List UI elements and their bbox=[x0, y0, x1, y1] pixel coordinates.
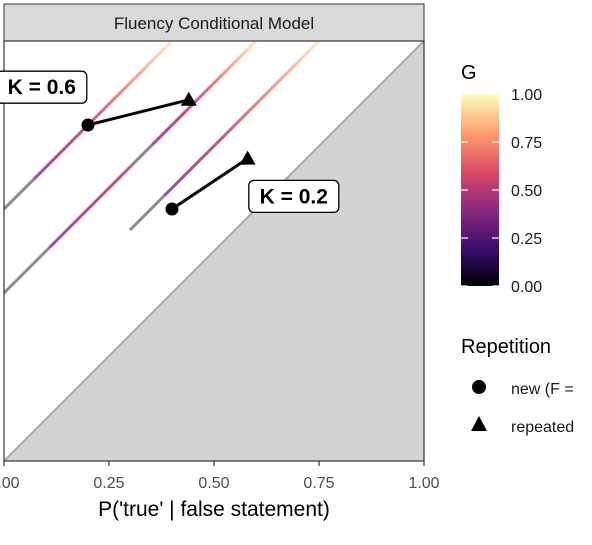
k-label-text: K = 0.6 bbox=[8, 76, 76, 99]
point-new bbox=[81, 118, 95, 132]
x-axis: 0.00 0.25 0.50 0.75 1.00 bbox=[0, 461, 440, 492]
diagonal-line bbox=[4, 41, 424, 461]
colorbar-legend: G 1.00 0.75 0.50 0.25 0.00 bbox=[461, 62, 542, 296]
point-new bbox=[165, 202, 179, 216]
legend-triangle-icon bbox=[471, 416, 487, 431]
x-tick-label: 0.50 bbox=[198, 475, 229, 492]
x-tick-label: 1.00 bbox=[408, 475, 439, 492]
point-repeated bbox=[239, 150, 256, 165]
repetition-legend: Repetition new (F = repeated bbox=[461, 336, 574, 436]
repetition-legend-title: Repetition bbox=[461, 336, 551, 358]
legend-item-repeated: repeated bbox=[511, 419, 574, 436]
gradient-line-base bbox=[128, 143, 154, 169]
gradient-line bbox=[151, 41, 258, 146]
colorbar-tick-label: 0.75 bbox=[511, 135, 542, 152]
x-axis-title: P('true' | false statement) bbox=[98, 498, 330, 521]
colorbar-tick-label: 1.00 bbox=[511, 87, 542, 104]
gradient-line bbox=[33, 41, 174, 180]
colorbar-tick-label: 0.25 bbox=[511, 231, 542, 248]
legend-item-new: new (F = bbox=[511, 381, 574, 398]
series-connector bbox=[87, 98, 190, 127]
k-label-text: K = 0.2 bbox=[260, 185, 328, 208]
k-label: K = 0.2 bbox=[248, 179, 340, 214]
colorbar-title: G bbox=[461, 62, 477, 84]
k-label-box bbox=[0, 70, 88, 104]
x-tick-label: 0.25 bbox=[93, 475, 124, 492]
gradient-line-base bbox=[4, 246, 51, 295]
series-connector bbox=[171, 157, 249, 211]
gradient-line-base bbox=[4, 177, 36, 211]
colorbar-tick-label: 0.50 bbox=[511, 183, 542, 200]
legend-circle-icon bbox=[472, 380, 486, 394]
k-label-box bbox=[248, 179, 340, 214]
point-repeated bbox=[180, 91, 197, 106]
x-tick-label: 0.00 bbox=[0, 475, 20, 492]
colorbar-tick-label: 0.00 bbox=[511, 279, 542, 296]
facet-strip bbox=[3, 3, 425, 42]
gradient-line-base bbox=[128, 194, 166, 232]
facet-title: Fluency Conditional Model bbox=[114, 14, 314, 33]
k-label: K = 0.6 bbox=[0, 70, 88, 104]
x-tick-label: 0.75 bbox=[303, 475, 334, 492]
gradient-line bbox=[162, 41, 321, 198]
